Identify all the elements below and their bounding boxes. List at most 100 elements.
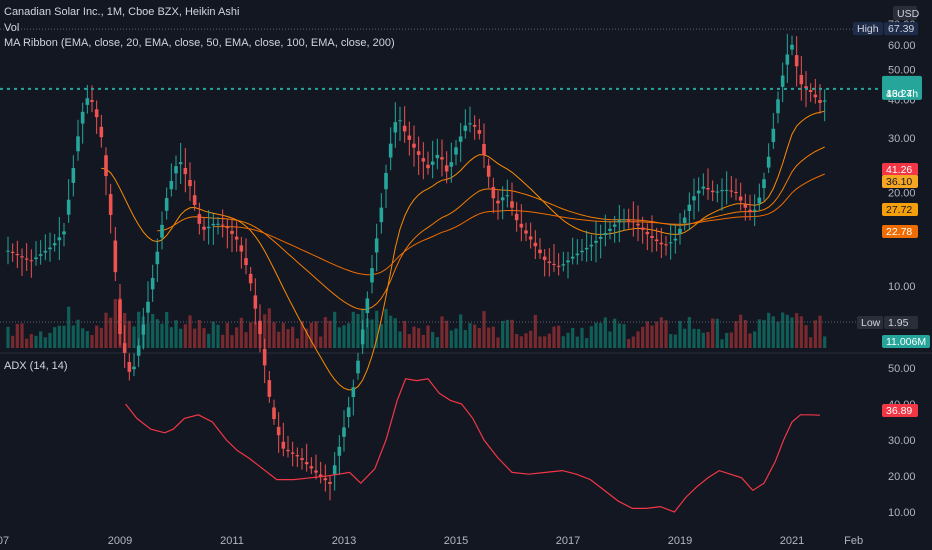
volume-bar bbox=[412, 326, 416, 348]
volume-bar bbox=[393, 318, 397, 348]
volume-bar bbox=[538, 336, 542, 348]
low-label-bg bbox=[857, 316, 883, 329]
volume-bar bbox=[809, 337, 813, 348]
ma-ribbon-legend[interactable]: MA Ribbon (EMA, close, 20, EMA, close, 5… bbox=[4, 37, 395, 49]
currency-badge-bg bbox=[893, 6, 917, 20]
volume-bar bbox=[431, 331, 435, 348]
candle-body bbox=[608, 228, 612, 231]
volume-bar bbox=[711, 318, 715, 348]
candle-body bbox=[710, 190, 715, 193]
candle-body bbox=[584, 247, 589, 250]
volume-bar bbox=[263, 314, 267, 348]
volume-bar bbox=[510, 319, 514, 348]
adx-legend[interactable]: ADX (14, 14) bbox=[4, 360, 68, 372]
candle-body bbox=[780, 75, 785, 87]
candle-body bbox=[510, 201, 514, 208]
candle-body bbox=[673, 238, 678, 241]
volume-bar bbox=[253, 321, 257, 348]
high-label-text: High bbox=[857, 23, 879, 35]
volume-bar bbox=[188, 315, 192, 348]
volume-bar bbox=[599, 323, 603, 348]
volume-bar bbox=[11, 335, 15, 348]
adx-value-text: 36.89 bbox=[886, 405, 912, 417]
volume-bar bbox=[706, 331, 710, 348]
candle-body bbox=[785, 54, 790, 65]
candle-body bbox=[113, 240, 118, 273]
price-axis[interactable]: 10.0020.0030.0040.0050.0060.0070.0010.00… bbox=[888, 19, 916, 519]
volume-bar bbox=[496, 337, 500, 348]
volume-bar bbox=[473, 324, 477, 348]
volume-bar bbox=[6, 326, 10, 348]
volume-legend[interactable]: Vol bbox=[4, 22, 20, 34]
candle-body bbox=[514, 213, 519, 221]
candle-body bbox=[524, 230, 528, 234]
volume-bar bbox=[715, 318, 719, 348]
volume-bar bbox=[216, 324, 220, 348]
candle-body bbox=[253, 295, 258, 309]
candle-body bbox=[668, 242, 673, 244]
candle-body bbox=[491, 187, 496, 199]
price-tick-label: 50.00 bbox=[888, 64, 916, 76]
volume-bar bbox=[664, 320, 668, 348]
volume-bar bbox=[795, 313, 799, 348]
ma-ribbon bbox=[101, 110, 825, 391]
volume-bar bbox=[552, 326, 556, 348]
candle-body bbox=[542, 256, 547, 261]
volume-bar bbox=[762, 320, 766, 348]
candle-body bbox=[258, 320, 262, 335]
volume-bar bbox=[202, 328, 206, 348]
time-tick-label: 07 bbox=[0, 535, 9, 547]
ema-value-b-bg bbox=[882, 175, 918, 188]
candle-body bbox=[29, 260, 34, 262]
volume-bar bbox=[165, 311, 169, 348]
low-value-bg bbox=[884, 316, 918, 329]
volume-bar bbox=[221, 334, 225, 348]
candle-body bbox=[85, 98, 90, 105]
candle-body bbox=[66, 199, 71, 215]
volume-bar bbox=[608, 331, 612, 348]
volume-bar bbox=[57, 325, 61, 348]
candle-body bbox=[80, 111, 85, 124]
volume-bar bbox=[300, 321, 304, 348]
volume-bar bbox=[529, 330, 533, 348]
volume-bar bbox=[594, 322, 598, 348]
volume-bar bbox=[407, 334, 411, 348]
volume-bar bbox=[328, 320, 332, 348]
price-tick-label: 30.00 bbox=[888, 133, 916, 145]
candle-body bbox=[99, 126, 104, 138]
candle-body bbox=[743, 204, 748, 208]
symbol-legend[interactable]: Canadian Solar Inc., 1M, Cboe BZX, Heiki… bbox=[4, 6, 240, 18]
candle-body bbox=[692, 196, 696, 201]
ema-value-c-text: 27.72 bbox=[886, 204, 912, 216]
volume-bar bbox=[403, 320, 407, 348]
candle-body bbox=[183, 167, 188, 175]
high-label: High bbox=[853, 22, 883, 36]
candle-body bbox=[6, 250, 10, 252]
candle-body bbox=[262, 348, 267, 366]
candle-body bbox=[76, 136, 80, 152]
volume-bar bbox=[515, 333, 519, 348]
volume-bar bbox=[823, 336, 827, 348]
volume-bar bbox=[319, 336, 323, 348]
volume-bar bbox=[323, 317, 327, 348]
candle-body bbox=[580, 250, 584, 253]
volume-bar bbox=[575, 336, 579, 348]
volume-bar bbox=[127, 320, 131, 348]
candle-body bbox=[598, 236, 603, 239]
time-tick-label: 2011 bbox=[220, 535, 244, 547]
candle-body bbox=[164, 198, 169, 211]
candle-body bbox=[594, 240, 598, 243]
volume-bar bbox=[519, 336, 523, 348]
volume-bar bbox=[617, 323, 621, 348]
candle-body bbox=[799, 74, 804, 85]
volume-bar bbox=[291, 326, 295, 348]
volume-bar bbox=[739, 314, 743, 348]
candle-body bbox=[374, 238, 379, 253]
ema-100-line bbox=[213, 173, 825, 276]
time-axis[interactable]: 07 2009 2011 2013 2015 2017 2019 2021 Feb bbox=[0, 535, 863, 547]
time-tick-label: 2013 bbox=[332, 535, 356, 547]
candle-body bbox=[300, 458, 304, 460]
volume-bar bbox=[417, 328, 421, 348]
